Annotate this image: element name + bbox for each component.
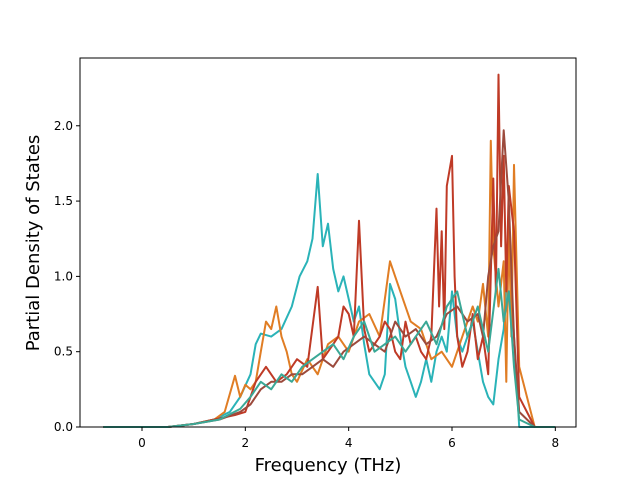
x-tick-label: 0: [138, 436, 146, 450]
y-tick-label: 0.0: [54, 420, 73, 434]
y-tick-label: 0.5: [54, 345, 73, 359]
ticks-layer: 0 2 4 6 8 0.0 0.5 1.0 1.5 2.0: [54, 119, 559, 450]
y-tick-label: 1.5: [54, 194, 73, 208]
x-tick-label: 6: [448, 436, 456, 450]
x-axis-label: Frequency (THz): [255, 455, 402, 476]
x-tick-label: 2: [242, 436, 250, 450]
y-axis-label: Partial Density of States: [23, 135, 44, 352]
x-tick-label: 8: [552, 436, 560, 450]
series-line-3: [103, 73, 556, 428]
series-layer: [103, 73, 556, 428]
series-line-4: [103, 129, 556, 428]
series-line-1: [103, 173, 556, 428]
x-tick-label: 4: [345, 436, 353, 450]
y-tick-label: 2.0: [54, 119, 73, 133]
y-tick-label: 1.0: [54, 269, 73, 283]
axes-frame: [79, 57, 577, 428]
series-line-5: [103, 267, 556, 428]
